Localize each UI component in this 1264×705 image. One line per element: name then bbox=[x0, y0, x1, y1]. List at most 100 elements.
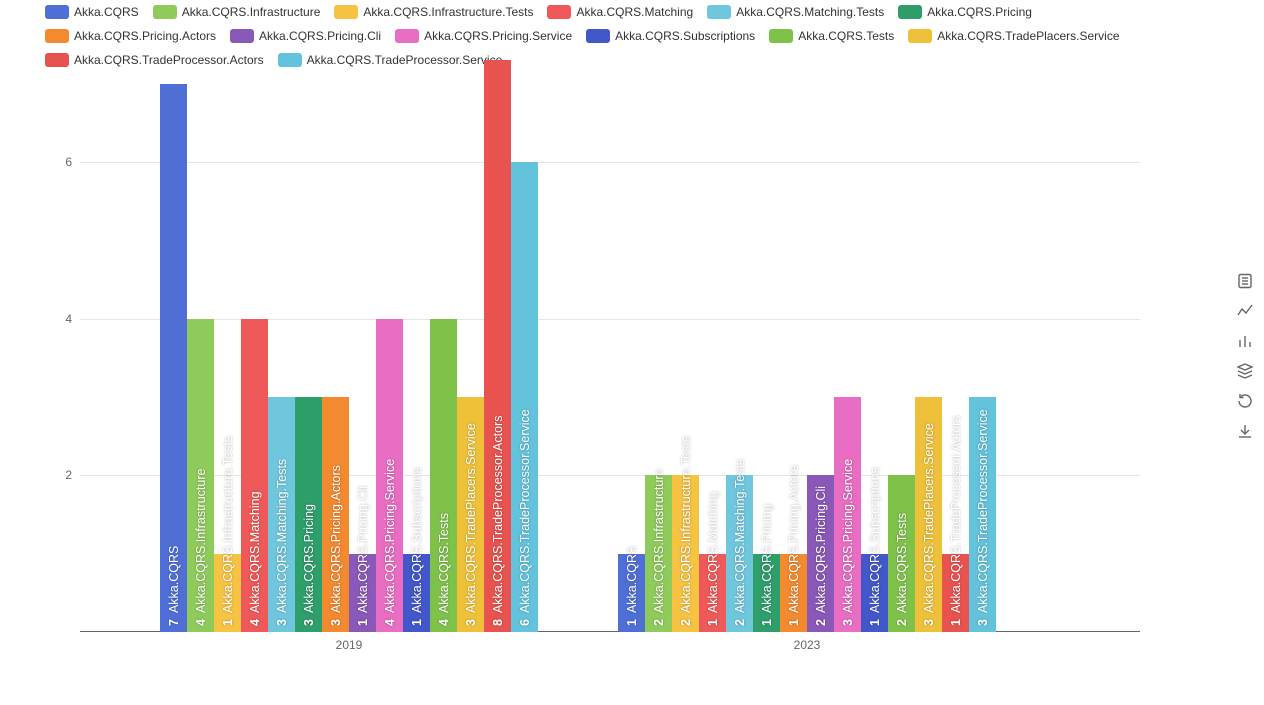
legend-label: Akka.CQRS.Subscriptions bbox=[615, 24, 755, 48]
bar-value: 3 bbox=[922, 619, 936, 626]
bar[interactable]: 1Akka.CQRS.Subscriptions bbox=[403, 554, 430, 632]
legend-label: Akka.CQRS.TradePlacers.Service bbox=[937, 24, 1119, 48]
bar-series-name: Akka.CQRS.Matching.Tests bbox=[733, 459, 747, 613]
bar-label: 1Akka.CQRS.Pricing bbox=[760, 504, 774, 626]
legend-swatch bbox=[45, 5, 69, 19]
bar[interactable]: 8Akka.CQRS.TradeProcessor.Actors bbox=[484, 60, 511, 632]
bar[interactable]: 7Akka.CQRS bbox=[160, 84, 187, 632]
bar-series-name: Akka.CQRS.Pricing.Cli bbox=[356, 486, 370, 613]
bar[interactable]: 3Akka.CQRS.Pricing.Service bbox=[834, 397, 861, 632]
bar[interactable]: 2Akka.CQRS.Infrastructure bbox=[645, 475, 672, 632]
legend-label: Akka.CQRS.Matching.Tests bbox=[736, 0, 884, 24]
line-chart-icon[interactable] bbox=[1236, 302, 1254, 320]
bar-value: 3 bbox=[976, 619, 990, 626]
bar-series-name: Akka.CQRS.Pricing bbox=[760, 504, 774, 613]
bar-label: 2Akka.CQRS.Infrastructure bbox=[652, 469, 666, 626]
bar-label: 1 Akka.CQRS.TradeProcessor.Actors bbox=[949, 416, 963, 626]
bar[interactable]: 1Akka.CQRS.Infrastructure.Tests bbox=[214, 554, 241, 632]
save-icon[interactable] bbox=[1236, 422, 1254, 440]
bar-label: 1Akka.CQRS.Subscriptions bbox=[410, 467, 424, 626]
legend-item[interactable]: Akka.CQRS.Pricing.Cli bbox=[230, 24, 381, 48]
bar[interactable]: 4Akka.CQRS.Pricing.Service bbox=[376, 319, 403, 632]
legend-label: Akka.CQRS.Pricing bbox=[927, 0, 1032, 24]
legend-label: Akka.CQRS.Infrastructure bbox=[182, 0, 321, 24]
bar-label: 1 Akka.CQRS.Infrastructure.Tests bbox=[221, 436, 235, 626]
legend-item[interactable]: Akka.CQRS bbox=[45, 0, 139, 24]
bar-label: 2 Akka.CQRS.Matching.Tests bbox=[733, 459, 747, 626]
legend-item[interactable]: Akka.CQRS.Pricing.Service bbox=[395, 24, 572, 48]
bar[interactable]: 6 Akka.CQRS.TradeProcessor.Service bbox=[511, 162, 538, 632]
bar[interactable]: 2Akka.CQRS.Infrastructure.Tests bbox=[672, 475, 699, 632]
bar-chart-icon[interactable] bbox=[1236, 332, 1254, 350]
legend-item[interactable]: Akka.CQRS.Pricing.Actors bbox=[45, 24, 216, 48]
bar[interactable]: 2Akka.CQRS.Pricing.Cli bbox=[807, 475, 834, 632]
legend-item[interactable]: Akka.CQRS.Matching.Tests bbox=[707, 0, 884, 24]
bar-label: 3Akka.CQRS.TradePlacers.Service bbox=[922, 423, 936, 626]
legend-item[interactable]: Akka.CQRS.Subscriptions bbox=[586, 24, 755, 48]
legend-item[interactable]: Akka.CQRS.Matching bbox=[547, 0, 693, 24]
legend-swatch bbox=[153, 5, 177, 19]
bar[interactable]: 3Akka.CQRS.TradeProcessor.Service bbox=[969, 397, 996, 632]
bar[interactable]: 3Akka.CQRS.TradePlacers.Service bbox=[915, 397, 942, 632]
legend-item[interactable]: Akka.CQRS.TradePlacers.Service bbox=[908, 24, 1119, 48]
bar-value: 2 bbox=[652, 619, 666, 626]
bar-value: 3 bbox=[841, 619, 855, 626]
bar[interactable]: 4Akka.CQRS.Tests bbox=[430, 319, 457, 632]
bar-value: 4 bbox=[383, 619, 397, 626]
bar-series-name: Akka.CQRS.TradeProcessor.Actors bbox=[491, 416, 505, 614]
bar[interactable]: 1Akka.CQRS.Pricing.Actors bbox=[780, 554, 807, 632]
bar[interactable]: 2Akka.CQRS.Matching.Tests bbox=[726, 475, 753, 632]
legend-item[interactable]: Akka.CQRS.Tests bbox=[769, 24, 894, 48]
legend-swatch bbox=[908, 29, 932, 43]
bar-series-name: Akka.CQRS.Matching bbox=[706, 491, 720, 613]
bar-series-name: Akka.CQRS.Subscriptions bbox=[868, 467, 882, 613]
bar-value: 1 bbox=[949, 619, 963, 626]
bar[interactable]: 1Akka.CQRS.Subscriptions bbox=[861, 554, 888, 632]
bar[interactable]: 4Akka.CQRS.Infrastructure bbox=[187, 319, 214, 632]
bar[interactable]: 2Akka.CQRS.Tests bbox=[888, 475, 915, 632]
y-tick-label: 6 bbox=[65, 155, 80, 169]
bar-label: 6 Akka.CQRS.TradeProcessor.Service bbox=[518, 409, 532, 626]
bar-label: 4Akka.CQRS.Matching bbox=[248, 491, 262, 626]
stack-icon[interactable] bbox=[1236, 362, 1254, 380]
bar[interactable]: 4Akka.CQRS.Matching bbox=[241, 319, 268, 632]
bar-value: 3 bbox=[329, 619, 343, 626]
bar[interactable]: 1Akka.CQRS bbox=[618, 554, 645, 632]
bar[interactable]: 3Akka.CQRS.Pricing bbox=[295, 397, 322, 632]
gridline bbox=[80, 162, 1140, 163]
legend-item[interactable]: Akka.CQRS.Pricing bbox=[898, 0, 1032, 24]
bar-series-name: Akka.CQRS.Pricing.Actors bbox=[329, 465, 343, 613]
bar-value: 6 bbox=[518, 619, 532, 626]
legend-swatch bbox=[769, 29, 793, 43]
bar-series-name: Akka.CQRS.TradeProcessor.Service bbox=[518, 409, 532, 613]
legend-item[interactable]: Akka.CQRS.Infrastructure bbox=[153, 0, 321, 24]
legend-swatch bbox=[45, 53, 69, 67]
restore-icon[interactable] bbox=[1236, 392, 1254, 410]
bar-value: 1 bbox=[787, 619, 801, 626]
bar-value: 7 bbox=[167, 619, 181, 626]
bar-value: 1 bbox=[221, 619, 235, 626]
legend-item[interactable]: Akka.CQRS.Infrastructure.Tests bbox=[334, 0, 533, 24]
bar[interactable]: 1Akka.CQRS.Pricing bbox=[753, 554, 780, 632]
bar[interactable]: 1Akka.CQRS.TradeProcessor.Actors bbox=[942, 554, 969, 632]
data-view-icon[interactable] bbox=[1236, 272, 1254, 290]
bar-label: 3Akka.CQRS.Matching.Tests bbox=[275, 459, 289, 626]
bar-label: 2Akka.CQRS.Tests bbox=[895, 513, 909, 626]
bar[interactable]: 3 Akka.CQRS.Pricing.Actors bbox=[322, 397, 349, 632]
legend-label: Akka.CQRS.Tests bbox=[798, 24, 894, 48]
bar-label: 4Akka.CQRS.Pricing.Service bbox=[383, 459, 397, 626]
bar-series-name: Akka.CQRS.TradeProcessor.Actors bbox=[949, 416, 963, 614]
x-tick-label: 2019 bbox=[336, 632, 363, 652]
legend-label: Akka.CQRS.Pricing.Service bbox=[424, 24, 572, 48]
bar-series-name: Akka.CQRS.Infrastructure.Tests bbox=[679, 436, 693, 613]
bar-value: 2 bbox=[733, 619, 747, 626]
bar[interactable]: 1Akka.CQRS.Pricing.Cli bbox=[349, 554, 376, 632]
bar-value: 2 bbox=[895, 619, 909, 626]
bar-label: 4Akka.CQRS.Tests bbox=[437, 513, 451, 626]
bar[interactable]: 3Akka.CQRS.Matching.Tests bbox=[268, 397, 295, 632]
bar-series-name: Akka.CQRS.Infrastructure.Tests bbox=[221, 436, 235, 613]
bar-label: 3Akka.CQRS.TradePlacers.Service bbox=[464, 423, 478, 626]
bar[interactable]: 3Akka.CQRS.TradePlacers.Service bbox=[457, 397, 484, 632]
bar-series-name: Akka.CQRS.Infrastructure bbox=[194, 469, 208, 614]
bar[interactable]: 1Akka.CQRS.Matching bbox=[699, 554, 726, 632]
